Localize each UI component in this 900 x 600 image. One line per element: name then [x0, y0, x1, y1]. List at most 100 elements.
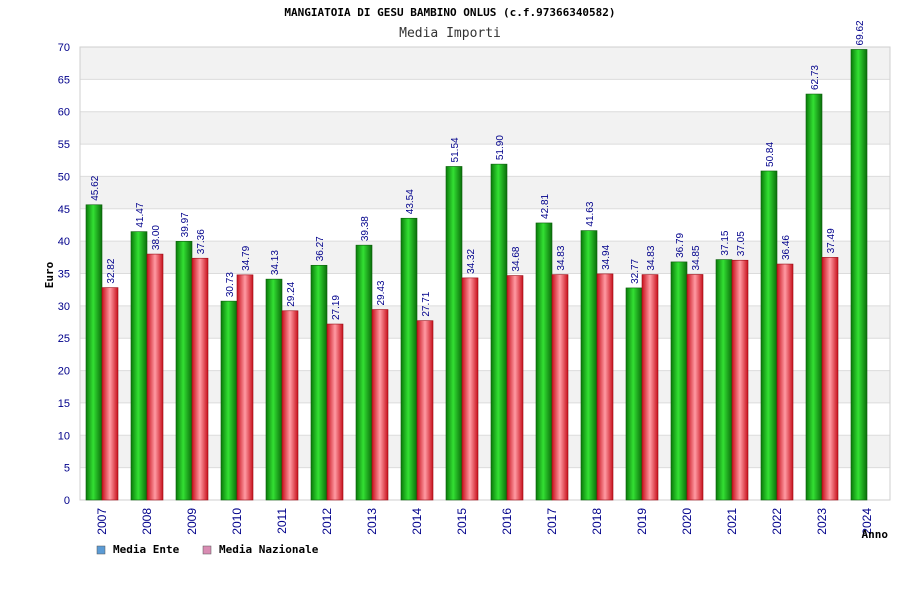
- bar-media-ente: [220, 300, 238, 501]
- bar-media-ente: [400, 217, 418, 501]
- bar-media-ente: [670, 261, 688, 501]
- y-tick-label: 10: [58, 430, 70, 442]
- data-label: 51.54: [450, 137, 461, 162]
- x-tick-label: 2013: [365, 508, 379, 535]
- data-label: 34.13: [270, 250, 281, 275]
- data-label: 36.46: [781, 235, 792, 260]
- plot-band: [80, 176, 890, 209]
- bar-media-nazionale: [551, 274, 569, 501]
- data-label: 37.15: [720, 230, 731, 255]
- x-tick-label: 2024: [860, 508, 874, 535]
- bar-media-ente: [490, 163, 508, 501]
- y-tick-label: 60: [58, 107, 70, 119]
- data-label: 34.94: [601, 244, 612, 269]
- y-tick-label: 15: [58, 398, 70, 410]
- data-label: 38.00: [151, 225, 162, 250]
- y-tick-label: 45: [58, 204, 70, 216]
- bar-media-nazionale: [146, 253, 164, 501]
- data-label: 27.19: [331, 295, 342, 320]
- data-label: 27.71: [421, 291, 432, 316]
- plot-frame: [79, 46, 891, 501]
- data-label: 32.77: [630, 258, 641, 283]
- data-label: 34.83: [556, 245, 567, 270]
- bar-media-nazionale: [101, 287, 119, 501]
- plot-band: [80, 467, 890, 500]
- x-tick-label: 2015: [455, 508, 469, 535]
- bar-media-ente: [355, 244, 373, 501]
- bar-media-nazionale: [326, 323, 344, 501]
- bar-media-nazionale: [596, 273, 614, 501]
- bar-media-ente: [175, 241, 193, 501]
- plot-band: [80, 370, 890, 403]
- data-label: 69.62: [855, 20, 866, 45]
- data-label: 36.27: [315, 236, 326, 261]
- data-label: 30.73: [225, 272, 236, 297]
- bar-media-nazionale: [641, 274, 659, 501]
- data-label: 34.85: [691, 245, 702, 270]
- x-tick-label: 2014: [410, 508, 424, 535]
- bar-media-nazionale: [821, 257, 839, 501]
- bar-media-ente: [265, 278, 283, 501]
- data-label: 39.97: [180, 212, 191, 237]
- bar-media-ente: [310, 264, 328, 501]
- plot-band: [80, 402, 890, 436]
- plot-band: [80, 338, 890, 371]
- data-label: 34.32: [466, 248, 477, 273]
- y-tick-label: 65: [58, 74, 70, 86]
- data-label: 39.38: [360, 216, 371, 241]
- x-tick-label: 2017: [545, 508, 559, 535]
- y-tick-label: 25: [58, 333, 70, 345]
- bar-media-ente: [85, 204, 103, 501]
- data-label: 32.82: [106, 258, 117, 283]
- bar-media-nazionale: [686, 274, 704, 501]
- x-tick-label: 2020: [680, 508, 694, 535]
- y-tick-label: 20: [58, 366, 70, 378]
- bar-media-nazionale: [236, 274, 254, 501]
- y-tick-label: 35: [58, 269, 70, 281]
- y-tick-label: 5: [64, 463, 70, 475]
- x-tick-label: 2009: [185, 508, 199, 535]
- x-tick-label: 2019: [635, 508, 649, 535]
- plot-band: [80, 144, 890, 177]
- plot-band: [80, 273, 890, 306]
- x-tick-label: 2022: [770, 508, 784, 535]
- legend-swatch-media-ente: [96, 545, 106, 555]
- x-tick-label: 2023: [815, 508, 829, 535]
- plot-band: [80, 241, 890, 274]
- bar-media-nazionale: [416, 320, 434, 501]
- data-label: 37.36: [196, 229, 207, 254]
- plot-band: [80, 208, 890, 242]
- data-label: 37.49: [826, 228, 837, 253]
- bar-media-ente: [850, 49, 868, 501]
- legend-swatch-media-nazionale: [202, 545, 212, 555]
- bar-media-ente: [130, 231, 148, 501]
- data-label: 50.84: [765, 142, 776, 167]
- bar-media-ente: [535, 222, 553, 501]
- legend-label-media-nazionale: Media Nazionale: [219, 543, 319, 556]
- data-label: 43.54: [405, 189, 416, 214]
- bar-media-ente: [445, 166, 463, 501]
- bar-media-nazionale: [281, 310, 299, 501]
- y-axis-label: Euro: [43, 261, 56, 288]
- plot-band: [80, 79, 890, 112]
- data-label: 34.79: [241, 245, 252, 270]
- data-label: 45.62: [90, 175, 101, 200]
- x-tick-label: 2012: [320, 508, 334, 535]
- x-tick-label: 2011: [275, 508, 289, 534]
- x-tick-label: 2008: [140, 508, 154, 535]
- x-tick-label: 2010: [230, 508, 244, 535]
- data-label: 42.81: [540, 193, 551, 218]
- bar-media-ente: [760, 170, 778, 501]
- chart-subtitle: Media Importi: [399, 26, 501, 41]
- data-label: 36.79: [675, 232, 686, 257]
- y-tick-label: 50: [58, 171, 70, 183]
- bar-media-nazionale: [506, 275, 524, 501]
- data-label: 29.24: [286, 281, 297, 306]
- plot-band: [80, 111, 890, 145]
- x-tick-label: 2016: [500, 508, 514, 535]
- data-label: 34.83: [646, 245, 657, 270]
- bar-media-ente: [580, 230, 598, 501]
- plot-band: [80, 47, 890, 80]
- x-axis-label: Anno: [862, 528, 889, 541]
